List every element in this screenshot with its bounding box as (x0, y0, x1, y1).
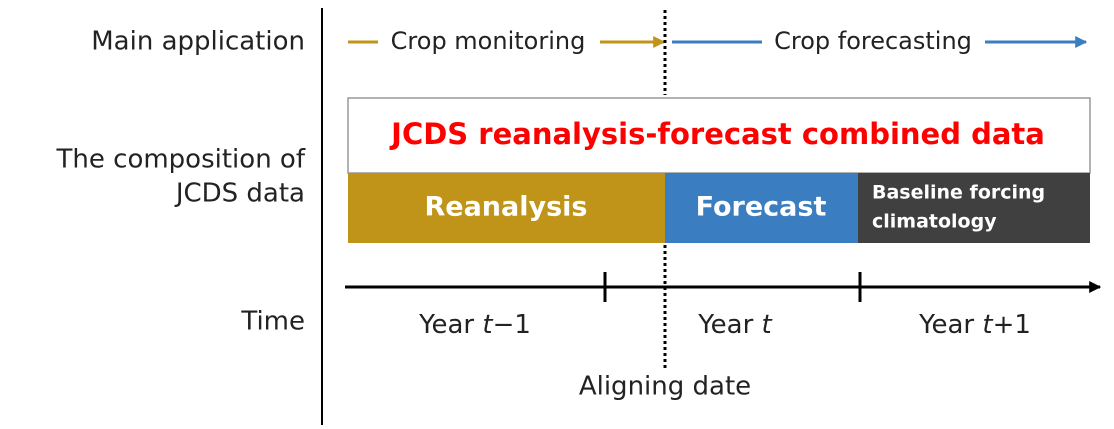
year-label-part: t (482, 310, 493, 340)
reanalysis-block (348, 173, 665, 243)
forecast-block (665, 173, 858, 243)
segment-label: Forecast (696, 192, 827, 223)
combined-title: JCDS reanalysis-forecast combined data (389, 117, 1045, 151)
year-label: Year t+1 (918, 310, 1031, 340)
row-label: JCDS data (174, 179, 305, 209)
application-label: Crop forecasting (774, 27, 972, 55)
year-label-part: Year (418, 310, 482, 340)
baseline-block (858, 173, 1090, 243)
year-label-part: t (762, 310, 773, 340)
year-label: Year t−1 (418, 310, 531, 340)
year-label: Year t (697, 310, 772, 340)
row-label: Time (240, 307, 305, 337)
year-label-part: +1 (993, 310, 1031, 340)
segment-label: climatology (872, 211, 997, 233)
year-label-part: Year (918, 310, 982, 340)
application-label: Crop monitoring (391, 27, 586, 55)
aligning-date: Aligning date (579, 372, 751, 402)
segment-label: Reanalysis (424, 192, 587, 223)
segment-label: Baseline forcing (872, 182, 1045, 204)
year-label-part: Year (697, 310, 761, 340)
row-label: Main application (91, 27, 305, 57)
year-label-part: t (982, 310, 993, 340)
year-labels: Year t−1 Year t Year t+1 (418, 310, 1031, 340)
year-label-part: −1 (493, 310, 531, 340)
combined-box (347, 97, 1091, 174)
row-label: The composition of (56, 145, 306, 175)
